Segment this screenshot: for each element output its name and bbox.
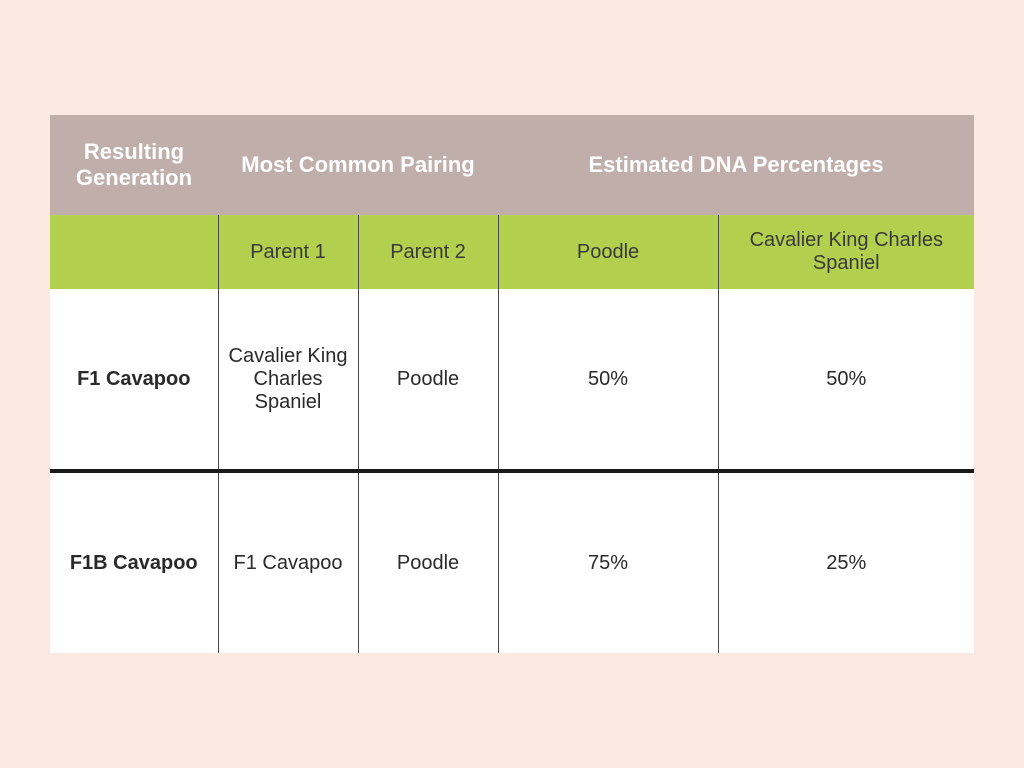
- subheader-dna-ckcs: Cavalier King Charles Spaniel: [718, 215, 974, 289]
- subheader-parent2: Parent 2: [358, 215, 498, 289]
- table-row: F1 Cavapoo Cavalier King Charles Spaniel…: [50, 289, 974, 469]
- table-row: F1B Cavapoo F1 Cavapoo Poodle 75% 25%: [50, 473, 974, 653]
- header-generation: Resulting Generation: [50, 115, 218, 215]
- header-dna: Estimated DNA Percentages: [498, 115, 974, 215]
- subheader-row: Parent 1 Parent 2 Poodle Cavalier King C…: [50, 215, 974, 289]
- cell-dna-poodle: 50%: [498, 289, 718, 469]
- subheader-blank: [50, 215, 218, 289]
- cell-generation: F1 Cavapoo: [50, 289, 218, 469]
- subheader-parent1: Parent 1: [218, 215, 358, 289]
- cell-parent2: Poodle: [358, 289, 498, 469]
- cell-dna-ckcs: 25%: [718, 473, 974, 653]
- cell-parent2: Poodle: [358, 473, 498, 653]
- header-pairing: Most Common Pairing: [218, 115, 498, 215]
- generations-table-container: Resulting Generation Most Common Pairing…: [50, 115, 974, 653]
- cell-dna-ckcs: 50%: [718, 289, 974, 469]
- cell-dna-poodle: 75%: [498, 473, 718, 653]
- subheader-dna-poodle: Poodle: [498, 215, 718, 289]
- cell-parent1: F1 Cavapoo: [218, 473, 358, 653]
- generations-table: Resulting Generation Most Common Pairing…: [50, 115, 974, 653]
- header-row: Resulting Generation Most Common Pairing…: [50, 115, 974, 215]
- cell-generation: F1B Cavapoo: [50, 473, 218, 653]
- cell-parent1: Cavalier King Charles Spaniel: [218, 289, 358, 469]
